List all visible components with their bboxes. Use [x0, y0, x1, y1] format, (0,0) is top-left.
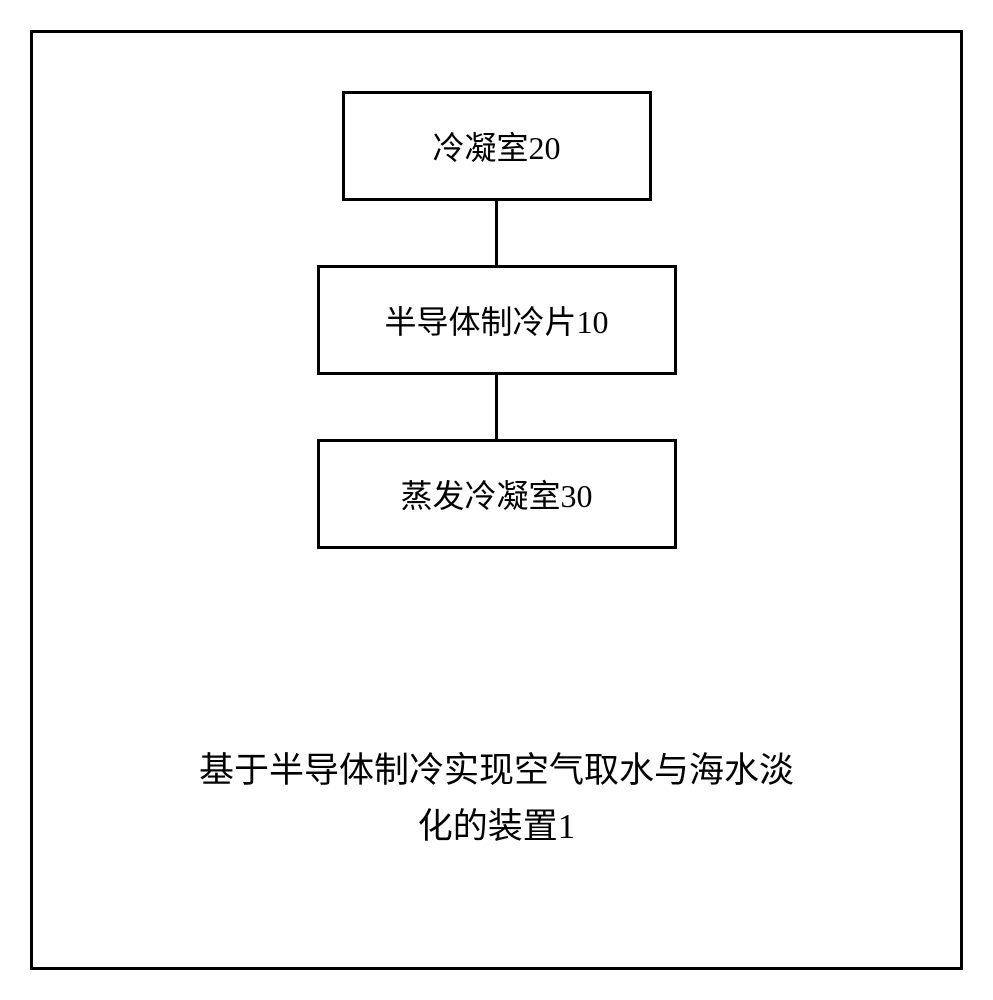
- diagram-caption: 基于半导体制冷实现空气取水与海水淡 化的装置1: [33, 743, 960, 855]
- node-label: 蒸发冷凝室30: [400, 471, 592, 517]
- flowchart-diagram: 冷凝室20 半导体制冷片10 蒸发冷凝室30: [317, 91, 677, 549]
- flowchart-connector: [495, 201, 498, 265]
- flowchart-node-condensation-chamber: 冷凝室20: [342, 91, 652, 201]
- caption-line-2: 化的装置1: [418, 807, 576, 846]
- outer-frame: 冷凝室20 半导体制冷片10 蒸发冷凝室30 基于半导体制冷实现空气取水与海水淡…: [30, 30, 963, 970]
- caption-line-1: 基于半导体制冷实现空气取水与海水淡: [199, 751, 794, 790]
- flowchart-node-evaporation-condensation-chamber: 蒸发冷凝室30: [317, 439, 677, 549]
- node-label: 半导体制冷片10: [384, 297, 608, 343]
- flowchart-connector: [495, 375, 498, 439]
- flowchart-node-semiconductor-cooler: 半导体制冷片10: [317, 265, 677, 375]
- node-label: 冷凝室20: [432, 123, 560, 169]
